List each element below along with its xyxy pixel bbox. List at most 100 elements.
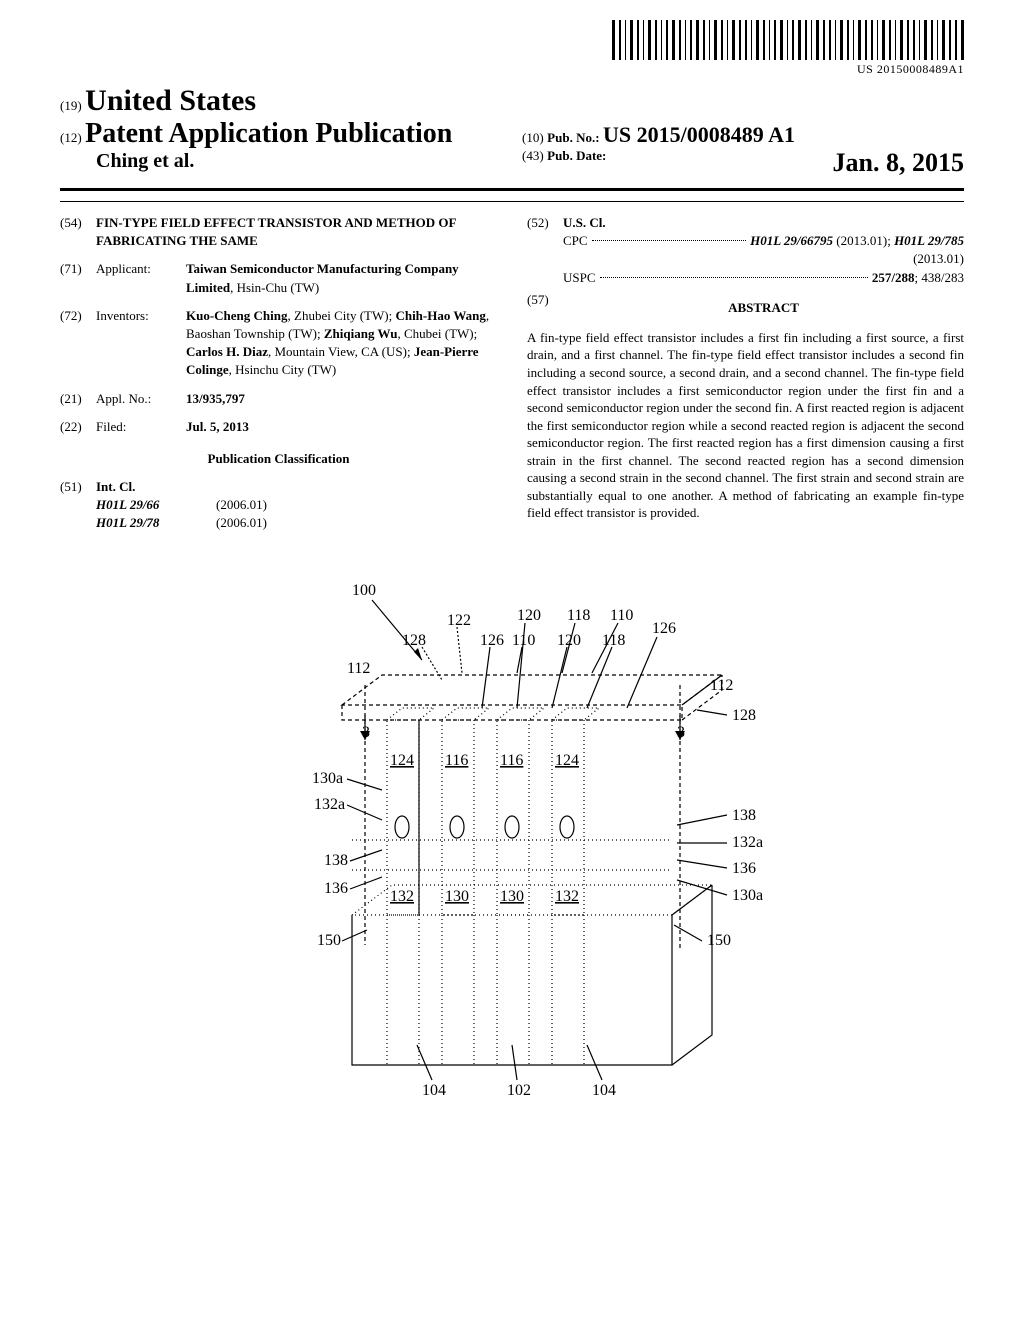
svg-text:130: 130 — [445, 888, 469, 905]
field-71-num: (71) — [60, 260, 96, 296]
barcode-region: US 20150008489A1 — [60, 20, 964, 78]
divider-thick — [60, 188, 964, 191]
svg-text:124: 124 — [555, 752, 579, 769]
inventor-2: Chih-Hao Wang — [395, 308, 485, 323]
int-cl-code-2: H01L 29/78 — [96, 514, 216, 532]
inventor-3-loc: , Chubei (TW); — [397, 326, 477, 341]
field-22-num: (22) — [60, 418, 96, 436]
svg-text:136: 136 — [732, 860, 756, 877]
patent-figure: 100 122 128 126 120 110 120 118 110 118 … — [232, 565, 792, 1105]
inventor-1-loc: , Zhubei City (TW); — [288, 308, 396, 323]
pub-date: Jan. 8, 2015 — [833, 148, 964, 178]
code-10: (10) — [522, 130, 544, 145]
svg-text:132a: 132a — [314, 796, 345, 813]
cpc-val-1: H01L 29/66795 — [750, 233, 833, 248]
classification-heading: Publication Classification — [60, 450, 497, 468]
svg-text:138: 138 — [324, 852, 348, 869]
publication-type: Patent Application Publication — [85, 118, 452, 149]
field-51-num: (51) — [60, 478, 96, 533]
header-block: (19) United States (12) Patent Applicati… — [60, 84, 964, 178]
divider-thin — [60, 201, 964, 202]
svg-text:110: 110 — [610, 607, 633, 624]
figure-area: 100 122 128 126 120 110 120 118 110 118 … — [60, 565, 964, 1110]
svg-text:102: 102 — [507, 1082, 531, 1099]
svg-text:126: 126 — [652, 620, 676, 637]
field-22-label: Filed: — [96, 418, 186, 436]
uspc-label: USPC — [563, 269, 596, 287]
field-57: (57) ABSTRACT — [527, 291, 964, 325]
field-54-num: (54) — [60, 214, 96, 250]
svg-text:128: 128 — [732, 707, 756, 724]
applicant-body: Taiwan Semiconductor Manufacturing Compa… — [186, 260, 497, 296]
svg-text:112: 112 — [347, 660, 370, 677]
svg-text:124: 124 — [390, 752, 414, 769]
dotted-leader-2 — [600, 277, 868, 278]
appl-no: 13/935,797 — [186, 390, 497, 408]
abstract-text: A fin-type field effect transistor inclu… — [527, 329, 964, 522]
field-52: (52) U.S. Cl. CPC H01L 29/66795 (2013.01… — [527, 214, 964, 287]
svg-text:120: 120 — [517, 607, 541, 624]
barcode-lines — [612, 20, 964, 60]
filed-date: Jul. 5, 2013 — [186, 418, 497, 436]
dotted-leader — [592, 240, 747, 241]
right-column: (52) U.S. Cl. CPC H01L 29/66795 (2013.01… — [527, 214, 964, 535]
svg-text:122: 122 — [447, 612, 471, 629]
us-cl-label: U.S. Cl. — [563, 214, 964, 232]
svg-text:136: 136 — [324, 880, 348, 897]
code-12: (12) — [60, 130, 82, 145]
inventor-4-loc: , Mountain View, CA (US); — [268, 344, 414, 359]
bibliographic-columns: (54) FIN-TYPE FIELD EFFECT TRANSISTOR AN… — [60, 214, 964, 535]
inventor-5-loc: , Hsinchu City (TW) — [229, 362, 337, 377]
field-54: (54) FIN-TYPE FIELD EFFECT TRANSISTOR AN… — [60, 214, 497, 250]
field-71: (71) Applicant: Taiwan Semiconductor Man… — [60, 260, 497, 296]
cpc-val-2: H01L 29/785 — [894, 233, 964, 248]
uspc-rest: ; 438/283 — [915, 270, 964, 285]
int-cl-year-1: (2006.01) — [216, 496, 497, 514]
svg-text:128: 128 — [402, 632, 426, 649]
pub-date-label: Pub. Date: — [547, 148, 606, 163]
inventor-4: Carlos H. Diaz — [186, 344, 268, 359]
invention-title: FIN-TYPE FIELD EFFECT TRANSISTOR AND MET… — [96, 214, 497, 250]
svg-text:150: 150 — [707, 932, 731, 949]
field-52-num: (52) — [527, 214, 563, 287]
svg-text:132: 132 — [390, 888, 414, 905]
code-43: (43) — [522, 148, 544, 163]
left-column: (54) FIN-TYPE FIELD EFFECT TRANSISTOR AN… — [60, 214, 497, 535]
field-21-label: Appl. No.: — [96, 390, 186, 408]
pub-no: US 2015/0008489 A1 — [603, 122, 795, 147]
barcode-text: US 20150008489A1 — [612, 62, 964, 77]
svg-text:126: 126 — [480, 632, 504, 649]
int-cl-row-2: H01L 29/78 (2006.01) — [96, 514, 497, 532]
svg-text:130: 130 — [500, 888, 524, 905]
field-22: (22) Filed: Jul. 5, 2013 — [60, 418, 497, 436]
field-72-label: Inventors: — [96, 307, 186, 380]
applicant-rest: , Hsin-Chu (TW) — [230, 280, 319, 295]
svg-text:112: 112 — [710, 677, 733, 694]
svg-text:104: 104 — [592, 1082, 616, 1099]
field-21-num: (21) — [60, 390, 96, 408]
fig-label-100: 100 — [352, 582, 376, 599]
inventors-short: Ching et al. — [60, 150, 502, 173]
field-71-label: Applicant: — [96, 260, 186, 296]
svg-text:130a: 130a — [732, 887, 763, 904]
svg-text:150: 150 — [317, 932, 341, 949]
svg-text:104: 104 — [422, 1082, 446, 1099]
field-72: (72) Inventors: Kuo-Cheng Ching, Zhubei … — [60, 307, 497, 380]
country: United States — [85, 84, 256, 117]
pub-no-label: Pub. No.: — [547, 130, 599, 145]
inventors-body: Kuo-Cheng Ching, Zhubei City (TW); Chih-… — [186, 307, 497, 380]
svg-text:118: 118 — [567, 607, 590, 624]
field-21: (21) Appl. No.: 13/935,797 — [60, 390, 497, 408]
svg-text:116: 116 — [445, 752, 468, 769]
cpc-year-2: (2013.01) — [563, 250, 964, 268]
barcode: US 20150008489A1 — [612, 20, 964, 77]
svg-text:116: 116 — [500, 752, 523, 769]
int-cl-year-2: (2006.01) — [216, 514, 497, 532]
field-57-num: (57) — [527, 291, 563, 325]
svg-text:130a: 130a — [312, 770, 343, 787]
applicant-name: Taiwan Semiconductor Manufacturing Compa… — [186, 261, 459, 294]
code-19: (19) — [60, 98, 82, 113]
field-72-num: (72) — [60, 307, 96, 380]
inventor-3: Zhiqiang Wu — [324, 326, 398, 341]
svg-text:132: 132 — [555, 888, 579, 905]
